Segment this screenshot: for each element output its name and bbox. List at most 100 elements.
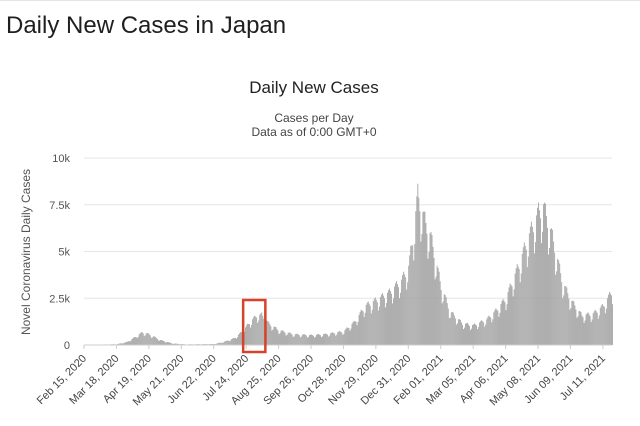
bar [477,329,479,345]
bar [321,337,322,345]
bar [441,303,443,345]
bar [550,228,552,345]
bar [307,336,309,345]
bar [230,339,232,345]
bar [410,246,412,345]
bar [340,331,342,345]
bar [438,271,440,345]
bar [404,274,406,345]
bar [249,324,251,345]
bar [431,235,433,345]
bar [549,247,550,345]
bar [569,309,571,345]
bar [177,343,179,345]
bar [289,332,291,345]
bar [319,334,320,345]
bar [178,343,180,345]
bar [359,312,361,345]
bar [254,315,256,345]
y-tick-label: 5k [58,247,70,259]
bar [448,318,450,345]
bar [524,245,526,345]
bar [160,340,161,345]
bar [443,294,445,345]
bar [215,343,217,345]
bar [496,309,498,345]
bar [353,320,355,345]
bar [253,317,255,345]
bar [542,231,543,345]
bar [142,333,144,345]
bar [220,342,222,345]
bar [402,275,404,345]
bar [389,288,390,345]
bar [274,326,276,345]
bar [418,197,420,345]
bar [567,293,569,345]
bar [123,343,125,345]
bar [360,309,362,345]
bar [150,337,152,345]
bar [127,341,129,345]
bar [329,335,331,345]
bar [522,247,524,345]
bar [153,336,155,345]
bar [437,267,439,345]
bar [134,337,136,345]
bar [420,241,422,345]
bar [128,341,130,345]
bar [475,324,477,345]
bar [257,322,259,345]
bar [224,341,226,345]
bar [521,253,523,345]
bar [547,227,548,345]
bar [563,295,565,345]
bar [271,330,273,345]
bar [489,316,491,345]
bar [363,316,365,345]
page-title: Daily New Cases in Japan [6,12,287,39]
bar [149,335,151,345]
bar [454,318,456,345]
bar [457,319,459,345]
bar [262,315,264,345]
chart-subtitle: Cases per Day Data as of 0:00 GMT+0 [0,111,628,139]
bar [232,338,234,345]
bar [280,330,282,345]
bar [427,258,429,345]
bar [130,340,132,345]
bar [568,298,570,345]
bar [219,342,221,345]
bar [350,328,352,345]
bar [592,313,594,345]
bar [491,322,493,345]
bar [554,252,556,345]
bar [595,311,597,345]
bar [311,334,312,345]
bar [580,312,582,345]
bar [481,320,483,345]
bar [365,304,367,345]
bar [336,334,338,345]
bar [468,324,469,345]
bar [397,284,398,345]
bar [211,343,213,345]
bar [537,207,538,345]
bar [508,287,510,345]
bar [396,281,397,345]
bar [354,321,356,345]
bar [347,327,349,345]
bar [394,286,395,345]
bar [237,337,238,345]
bar [156,338,158,345]
bar [318,334,319,345]
bar [341,332,343,345]
bar [313,335,314,345]
bar [525,249,527,345]
bar [589,316,591,345]
bar [591,319,593,345]
bar [287,332,289,345]
bar [339,331,341,345]
bar [164,341,165,345]
